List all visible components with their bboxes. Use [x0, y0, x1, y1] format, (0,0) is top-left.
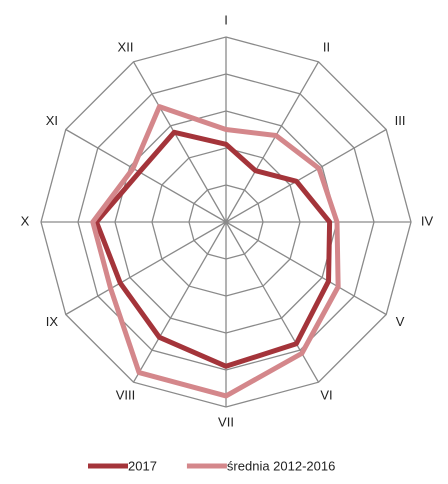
- spoke: [132, 61, 227, 223]
- category-label: VI: [320, 388, 332, 403]
- category-label: XI: [46, 113, 58, 128]
- spoke: [225, 128, 387, 223]
- spoke: [132, 221, 227, 383]
- spoke: [225, 61, 320, 223]
- spoke: [65, 221, 227, 316]
- category-label: X: [21, 213, 30, 228]
- category-label: VIII: [116, 388, 136, 403]
- series-line: [94, 129, 333, 369]
- spoke: [65, 128, 227, 223]
- series-line: [90, 104, 341, 399]
- category-label: III: [395, 113, 406, 128]
- category-label: IX: [46, 314, 59, 329]
- category-label: II: [323, 39, 330, 54]
- category-label: XII: [118, 39, 134, 54]
- category-label: IV: [421, 213, 434, 228]
- spoke: [225, 221, 387, 316]
- category-label: VII: [218, 414, 234, 429]
- legend-label: średnia 2012-2016: [227, 458, 335, 473]
- category-label: V: [396, 314, 405, 329]
- legend-label: 2017: [128, 458, 157, 473]
- category-label: I: [224, 12, 228, 27]
